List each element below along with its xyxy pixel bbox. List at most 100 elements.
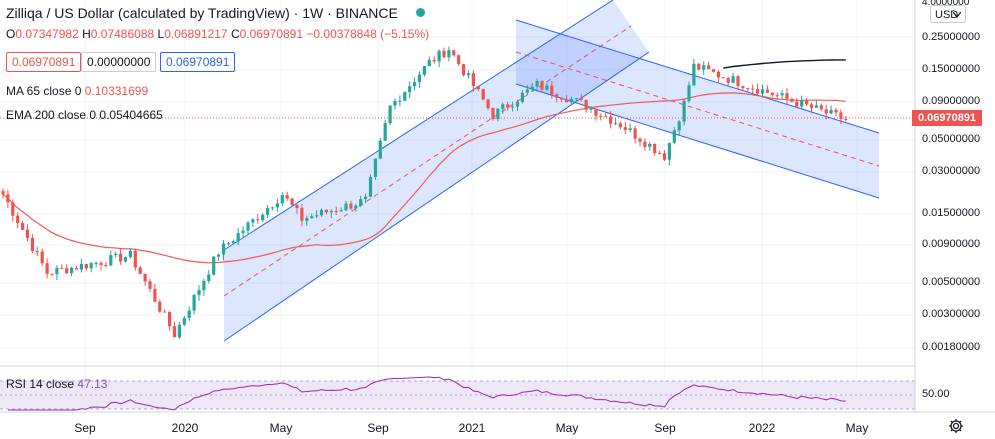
candle-body-74 (364, 196, 368, 200)
candle-body-146 (716, 71, 720, 78)
high-value: 0.07486088 (90, 27, 155, 41)
x-tick-label-4: 2021 (458, 421, 486, 435)
candle-body-112 (550, 85, 554, 95)
ma-value: 0.10331699 (84, 84, 149, 98)
candle-body-107 (525, 89, 529, 93)
status-dot-icon (415, 8, 425, 17)
candle-body-132 (648, 143, 652, 147)
ema-indicator-legend[interactable]: EMA 200 close 0 0.05404665 (6, 108, 163, 122)
candle-body-6 (30, 237, 34, 252)
candle-body-108 (530, 86, 534, 90)
chart-title: Zilliqa / US Dollar (calculated by Tradi… (6, 5, 425, 21)
high-key: H (82, 27, 91, 41)
candle-body-135 (662, 153, 667, 160)
candle-body-170 (834, 109, 838, 113)
x-tick-label-7: 2022 (748, 421, 776, 435)
settings-gear-icon[interactable] (948, 418, 964, 434)
ohlc-readout: O0.07347982 H0.07486088 L0.06891217 C0.0… (6, 27, 429, 41)
candle-body-39 (192, 294, 196, 311)
candle-body-123 (604, 116, 608, 118)
candle-body-29 (143, 273, 147, 282)
candle-body-31 (153, 288, 157, 302)
candle-body-171 (839, 112, 843, 120)
candle-body-62 (305, 218, 309, 221)
candle-body-50 (246, 222, 250, 231)
candle-body-24 (119, 253, 123, 262)
candle-body-126 (618, 123, 622, 128)
rsi-label: RSI 14 close (6, 377, 75, 391)
ma-65-line (2, 92, 846, 264)
x-tick-label-3: Sep (367, 421, 389, 435)
candle-body-76 (373, 158, 377, 177)
ma-indicator-legend[interactable]: MA 65 close 0 0.10331699 (6, 84, 148, 98)
y-tick-label-7: 0.00900000 (922, 238, 981, 250)
candle-body-138 (677, 121, 681, 131)
candle-body-101 (496, 108, 500, 120)
candle-body-18 (89, 263, 93, 269)
candle-body-106 (520, 92, 524, 102)
candle-body-35 (172, 326, 177, 338)
candle-body-79 (388, 105, 392, 124)
candle-body-127 (623, 127, 627, 130)
candle-body-116 (569, 98, 573, 103)
candle-body-34 (168, 311, 172, 327)
candle-body-5 (25, 229, 30, 238)
spread-box: 0.00000000 (81, 52, 157, 72)
x-tick-label-2: May (269, 421, 293, 435)
candle-body-119 (584, 99, 588, 110)
y-tick-label-2: 0.15000000 (922, 63, 981, 75)
candle-body-69 (339, 210, 343, 212)
candle-body-143 (702, 65, 706, 70)
candle-body-23 (114, 253, 118, 256)
candle-body-153 (751, 88, 755, 90)
candle-body-52 (256, 219, 260, 221)
candle-body-99 (486, 99, 490, 109)
candle-body-148 (726, 78, 730, 83)
candle-body-158 (775, 95, 779, 97)
candle-body-8 (40, 251, 44, 264)
candle-body-169 (829, 109, 833, 114)
close-key: C (230, 27, 240, 41)
ema-value: 0.05404665 (99, 108, 163, 122)
candle-body-168 (824, 109, 828, 114)
candle-body-78 (383, 123, 387, 141)
candle-body-136 (667, 142, 671, 160)
y-tick-label-0: 4.0000000 (922, 0, 970, 8)
candle-body-77 (378, 140, 382, 159)
candle-body-139 (682, 100, 686, 122)
descending-channel-midline (515, 51, 880, 167)
ascending-channel-midline (223, 25, 632, 297)
candle-body-150 (736, 76, 740, 87)
candle-body-149 (731, 76, 735, 83)
candle-body-125 (613, 123, 618, 125)
candle-body-83 (408, 86, 412, 93)
y-tick-label-3: 0.09000000 (922, 95, 981, 107)
rsi-value: 47.13 (77, 377, 108, 391)
ema-200-polyline (723, 59, 846, 69)
rsi-indicator-legend[interactable]: RSI 14 close 47.13 (6, 377, 107, 391)
candle-body-55 (270, 207, 275, 209)
x-tick-label-8: May (845, 421, 869, 435)
axis-borders (0, 0, 995, 413)
buy-price-box[interactable]: 0.06970891 (160, 52, 236, 72)
low-key: L (157, 27, 165, 41)
ascending-channel-lower (223, 51, 650, 342)
candle-body-4 (21, 223, 25, 230)
currency-dropdown[interactable]: USD (930, 5, 966, 23)
sell-price-box[interactable]: 0.06970891 (6, 52, 82, 72)
ema-200-line (723, 59, 846, 69)
candle-body-159 (780, 93, 784, 96)
candle-body-161 (790, 98, 794, 102)
candle-body-155 (760, 89, 765, 94)
candle-body-163 (800, 100, 804, 107)
candle-body-60 (295, 205, 299, 209)
candle-body-162 (795, 101, 799, 107)
candle-body-21 (104, 265, 108, 267)
candle-body-59 (290, 198, 294, 206)
candle-body-2 (11, 202, 15, 216)
candle-body-43 (212, 256, 216, 275)
candle-body-115 (564, 99, 569, 103)
last-price-badge: 0.06970891 (912, 110, 982, 126)
candle-body-53 (261, 214, 265, 221)
rsi-line (7, 376, 846, 411)
